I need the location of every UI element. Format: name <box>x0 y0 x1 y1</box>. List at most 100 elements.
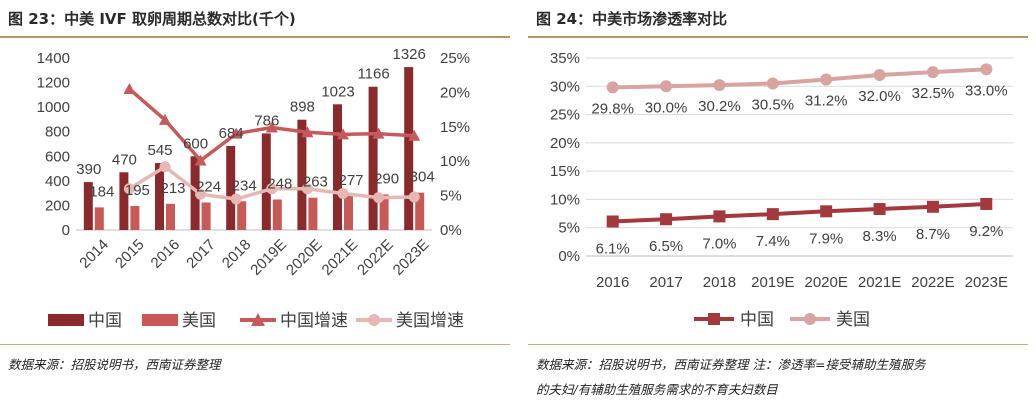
y-tick-label: 30% <box>550 78 580 95</box>
us-growth-point <box>301 183 313 195</box>
bar-china <box>155 163 164 230</box>
bar-us <box>237 201 247 230</box>
y-tick-label: 0% <box>558 248 580 265</box>
x-tick-label: 2023E <box>965 274 1008 291</box>
x-tick-label: 2021E <box>858 274 901 291</box>
us-penetration-point <box>713 79 726 92</box>
data-label-china: 7.9% <box>809 230 843 247</box>
us-penetration-point <box>926 66 939 79</box>
y-tick-label: 1200 <box>37 75 70 92</box>
y-tick-label: 1000 <box>37 99 70 116</box>
y-tick-label: 35% <box>550 50 580 67</box>
data-label-china: 6.5% <box>649 238 683 255</box>
bar-china <box>368 86 378 231</box>
y-tick-label: 1400 <box>37 50 70 67</box>
y2-tick-label: 0% <box>440 222 462 239</box>
china-penetration-point <box>926 200 939 213</box>
legend-label: 中国 <box>88 311 122 330</box>
x-tick-label: 2017 <box>183 236 219 272</box>
data-label-us: 213 <box>160 180 185 197</box>
china-penetration-point <box>606 215 619 228</box>
data-label-china: 8.7% <box>916 226 950 243</box>
ivf-cycles-chart: 0 200 400 600 800 1000 1200 1400 0% 5% 10% 15% 20% 25… <box>37 46 470 330</box>
us-penetration-point <box>606 81 619 94</box>
data-label-us: 263 <box>303 174 328 191</box>
x-tick-label: 2017 <box>649 274 682 291</box>
x-tick-label: 2019E <box>751 274 794 291</box>
legend-marker <box>804 313 816 325</box>
y-tick-label: 5% <box>558 220 580 237</box>
bar-china <box>83 182 93 230</box>
y2-tick-label: 20% <box>440 84 470 101</box>
data-label-china: 470 <box>112 151 137 168</box>
us-growth-point <box>159 161 171 173</box>
y2-tick-label: 15% <box>440 119 470 136</box>
data-label-us: 30.2% <box>698 98 741 115</box>
bar-china <box>333 104 342 230</box>
x-tick-label: 2023E <box>390 236 433 279</box>
us-penetration-point <box>980 63 993 76</box>
data-label-china: 600 <box>183 135 208 152</box>
data-label-china: 1023 <box>321 83 354 100</box>
y-tick-label: 10% <box>550 191 580 208</box>
legend-label: 美国 <box>836 310 870 329</box>
us-growth-point <box>195 188 207 200</box>
data-label-us: 30.0% <box>645 99 688 116</box>
legend-swatch <box>48 314 84 326</box>
x-tick-label: 2020E <box>283 236 326 279</box>
us-growth-point <box>123 183 135 195</box>
data-label-china: 786 <box>254 112 279 129</box>
left-source-rule <box>0 344 510 345</box>
data-label-us: 32.5% <box>912 85 955 102</box>
bar-us <box>415 192 425 230</box>
data-label-china: 7.4% <box>756 233 790 250</box>
china-growth-point <box>123 82 136 94</box>
bar-china <box>297 119 307 230</box>
china-penetration-line <box>612 201 987 224</box>
y-tick-label: 800 <box>45 124 70 141</box>
bar-us <box>201 202 211 230</box>
bar-us <box>344 195 353 230</box>
x-tick-label: 2019E <box>247 236 290 279</box>
china-growth-point <box>159 113 171 125</box>
y-tick-label: 20% <box>550 135 580 152</box>
data-label-china: 1166 <box>357 66 389 83</box>
legend-swatch <box>142 314 178 326</box>
y-tick-label: 200 <box>45 197 70 214</box>
us-penetration-point <box>766 77 779 90</box>
china-growth-point <box>265 121 278 133</box>
right-source-rule <box>528 344 1028 345</box>
data-label-us: 224 <box>196 178 221 195</box>
data-label-china: 1326 <box>393 46 426 63</box>
y2-tick-label: 10% <box>440 153 470 170</box>
us-growth-point <box>373 192 385 204</box>
x-tick-label: 2020E <box>805 274 848 291</box>
bar-china <box>404 67 414 230</box>
china-growth-point <box>194 154 207 166</box>
x-tick-label: 2014 <box>76 236 112 272</box>
data-label-us: 248 <box>267 176 292 193</box>
bar-us <box>272 199 282 230</box>
data-label-china: 545 <box>147 142 172 159</box>
data-label-china: 9.2% <box>969 223 1003 240</box>
legend-label: 中国 <box>740 310 774 329</box>
y-tick-label: 25% <box>550 107 580 124</box>
bar-china <box>119 172 129 230</box>
china-penetration-point <box>660 213 673 226</box>
x-tick-label: 2016 <box>596 274 629 291</box>
data-label-us: 304 <box>410 169 435 186</box>
data-label-us: 33.0% <box>965 82 1008 99</box>
us-growth-point <box>230 193 242 205</box>
y-tick-label: 15% <box>550 163 580 180</box>
penetration-chart: 0% 5% 10% 15% 20% 25% 30% 35% 29.8% 30.0% 30.2% 30.… <box>550 50 1013 329</box>
data-label-china: 6.1% <box>596 240 630 257</box>
china-growth-point <box>372 127 385 139</box>
china-penetration-point <box>820 205 833 218</box>
data-label-us: 32.0% <box>858 88 901 105</box>
china-growth-point <box>337 128 349 140</box>
data-label-china: 7.0% <box>702 235 736 252</box>
y-tick-label: 0 <box>62 222 70 239</box>
left-source-note: 数据来源：招股说明书，西南证券整理 <box>8 357 221 372</box>
legend-marker <box>368 314 380 326</box>
bar-china <box>261 133 271 230</box>
